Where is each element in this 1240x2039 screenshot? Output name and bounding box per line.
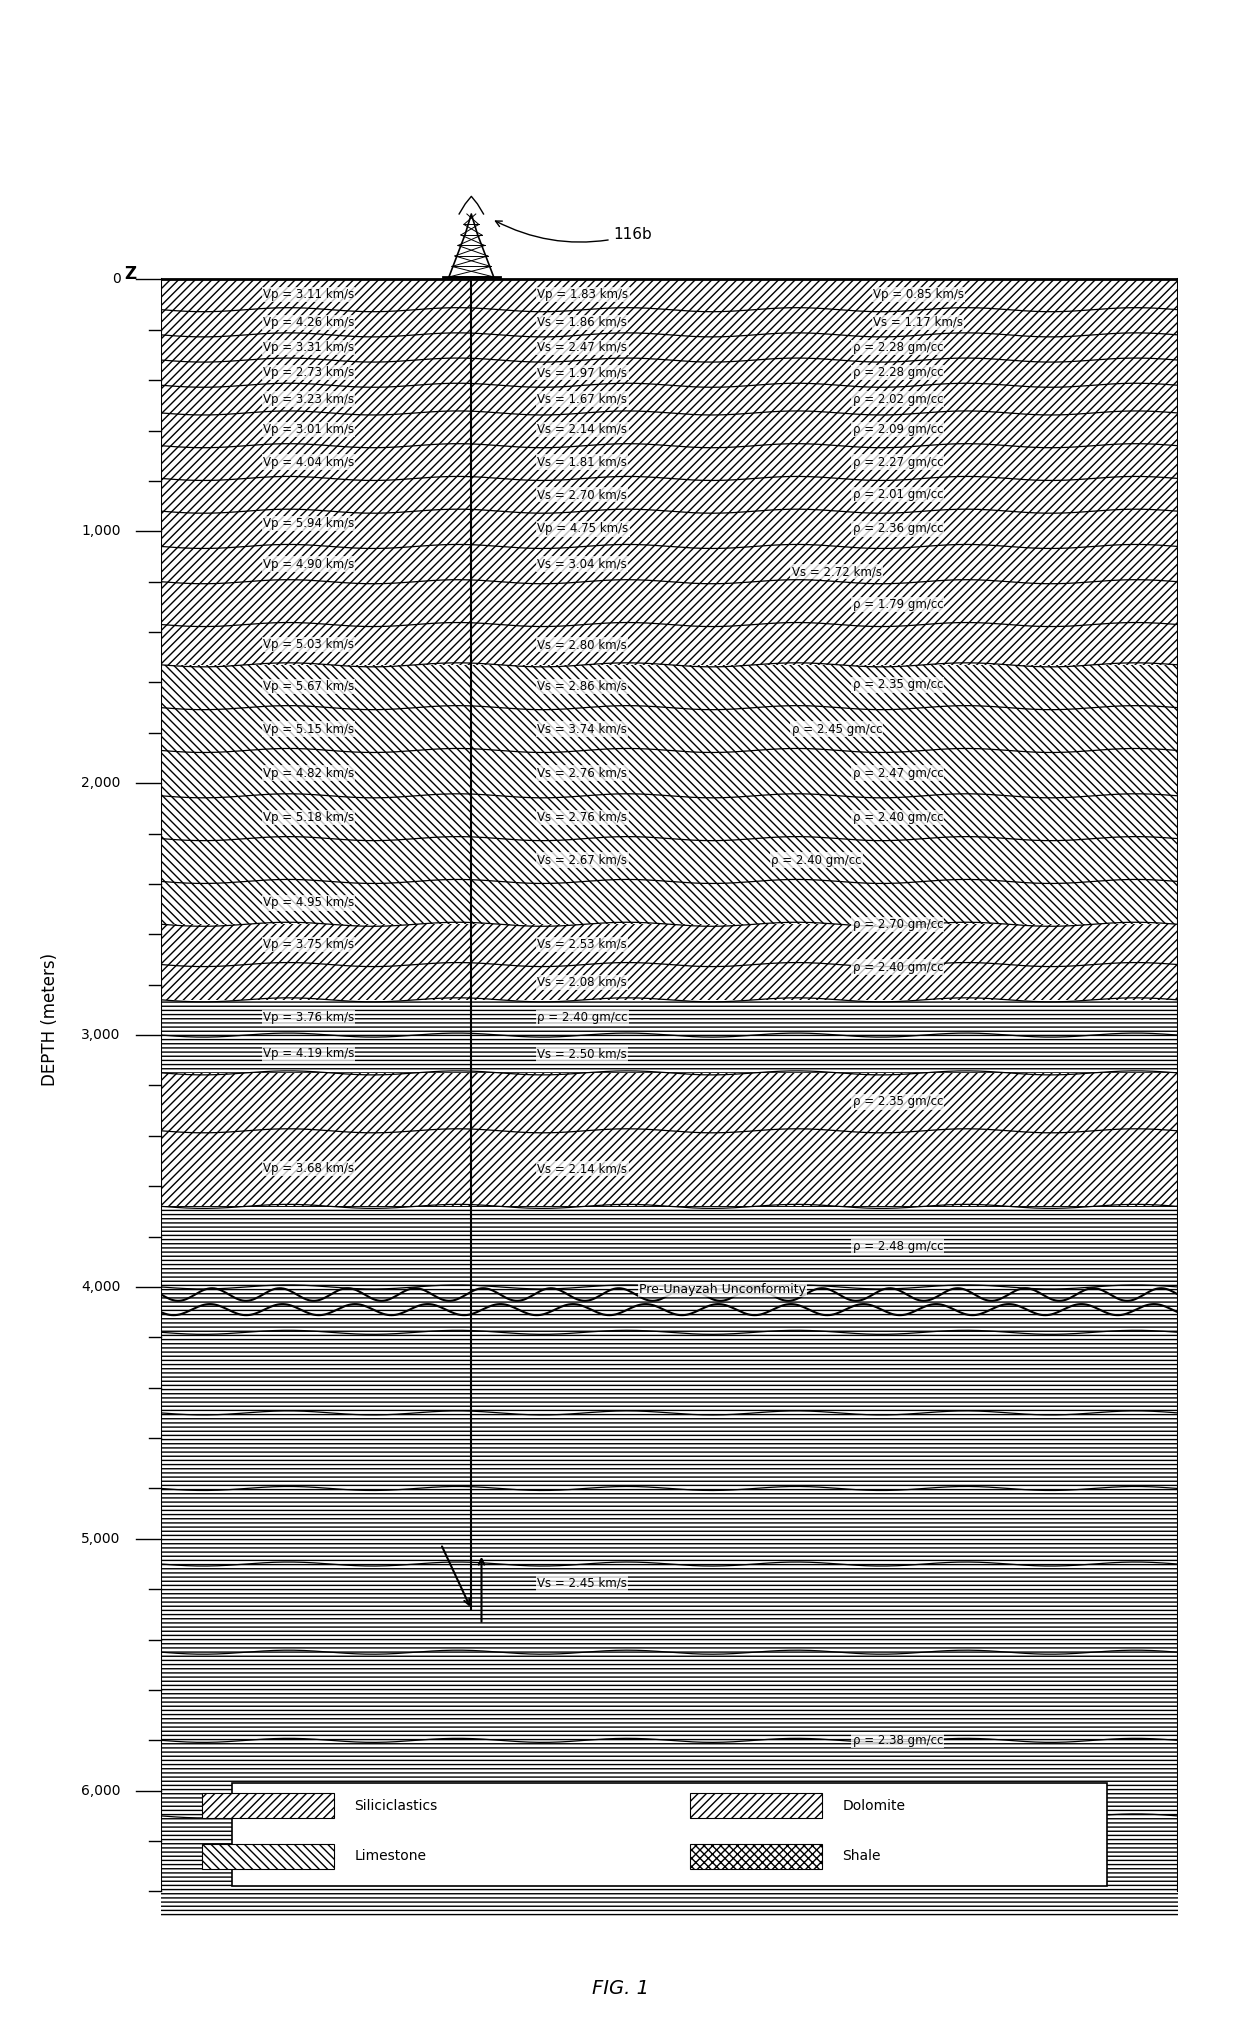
Text: ρ = 2.40 gm/cc: ρ = 2.40 gm/cc	[853, 812, 944, 824]
Text: Vp = 3.68 km/s: Vp = 3.68 km/s	[263, 1162, 353, 1174]
Text: Vs = 2.76 km/s: Vs = 2.76 km/s	[537, 812, 627, 824]
Text: ρ = 2.40 gm/cc: ρ = 2.40 gm/cc	[771, 854, 862, 867]
Text: FIG. 1: FIG. 1	[591, 1978, 649, 1998]
Text: Dolomite: Dolomite	[842, 1798, 905, 1813]
Text: ρ = 2.40 gm/cc: ρ = 2.40 gm/cc	[537, 1011, 627, 1024]
Text: ρ = 2.47 gm/cc: ρ = 2.47 gm/cc	[853, 767, 944, 779]
Text: ρ = 2.40 gm/cc: ρ = 2.40 gm/cc	[853, 960, 944, 973]
Text: 116b: 116b	[496, 220, 652, 243]
Text: Pre-Unayzah Unconformity: Pre-Unayzah Unconformity	[639, 1283, 806, 1297]
Text: ρ = 2.35 gm/cc: ρ = 2.35 gm/cc	[853, 1095, 942, 1109]
Text: ρ = 2.35 gm/cc: ρ = 2.35 gm/cc	[853, 679, 942, 691]
Text: Vp = 3.01 km/s: Vp = 3.01 km/s	[263, 422, 353, 436]
Text: ρ = 2.28 gm/cc: ρ = 2.28 gm/cc	[853, 341, 944, 355]
Text: Vs = 2.67 km/s: Vs = 2.67 km/s	[537, 854, 627, 867]
Text: ρ = 2.27 gm/cc: ρ = 2.27 gm/cc	[853, 455, 944, 469]
Text: Vp = 5.15 km/s: Vp = 5.15 km/s	[263, 722, 353, 736]
Text: Vs = 2.86 km/s: Vs = 2.86 km/s	[537, 679, 627, 693]
Text: Vp = 3.31 km/s: Vp = 3.31 km/s	[263, 341, 353, 355]
Text: Vs = 2.50 km/s: Vs = 2.50 km/s	[537, 1048, 627, 1060]
Text: 1,000: 1,000	[81, 524, 120, 538]
Text: Vp = 4.82 km/s: Vp = 4.82 km/s	[263, 767, 355, 779]
Text: Vp = 1.83 km/s: Vp = 1.83 km/s	[537, 287, 629, 302]
Text: Vp = 4.75 km/s: Vp = 4.75 km/s	[537, 522, 629, 536]
Text: Vp = 5.94 km/s: Vp = 5.94 km/s	[263, 518, 355, 530]
Text: Vs = 1.97 km/s: Vs = 1.97 km/s	[537, 367, 627, 379]
Bar	[202, 1843, 334, 1870]
Text: ρ = 2.36 gm/cc: ρ = 2.36 gm/cc	[853, 522, 944, 536]
Text: Vp = 4.26 km/s: Vp = 4.26 km/s	[263, 316, 355, 328]
Text: Vs = 2.80 km/s: Vs = 2.80 km/s	[537, 638, 627, 650]
Text: 4,000: 4,000	[81, 1280, 120, 1295]
Text: Vp = 4.19 km/s: Vp = 4.19 km/s	[263, 1048, 355, 1060]
Text: 3,000: 3,000	[81, 1028, 120, 1042]
Text: Vs = 2.08 km/s: Vs = 2.08 km/s	[537, 977, 627, 989]
Text: Vs = 3.04 km/s: Vs = 3.04 km/s	[537, 557, 627, 571]
Text: ρ = 2.70 gm/cc: ρ = 2.70 gm/cc	[853, 918, 944, 930]
Text: Vp = 4.04 km/s: Vp = 4.04 km/s	[263, 455, 355, 469]
Bar	[232, 1784, 1107, 1886]
Text: Siliciclastics: Siliciclastics	[355, 1798, 438, 1813]
Text: Vs = 3.74 km/s: Vs = 3.74 km/s	[537, 722, 627, 736]
Text: Vs = 2.14 km/s: Vs = 2.14 km/s	[537, 422, 627, 436]
Text: ρ = 2.48 gm/cc: ρ = 2.48 gm/cc	[853, 1240, 944, 1254]
Text: 5,000: 5,000	[81, 1531, 120, 1546]
Text: ρ = 2.45 gm/cc: ρ = 2.45 gm/cc	[791, 722, 882, 736]
Text: Vp = 0.85 km/s: Vp = 0.85 km/s	[873, 287, 963, 302]
Text: Vs = 1.67 km/s: Vs = 1.67 km/s	[537, 394, 627, 406]
Text: 2,000: 2,000	[81, 777, 120, 791]
Text: Vs = 2.70 km/s: Vs = 2.70 km/s	[537, 487, 627, 502]
Text: Vp = 3.75 km/s: Vp = 3.75 km/s	[263, 938, 353, 950]
Text: Vp = 3.23 km/s: Vp = 3.23 km/s	[263, 394, 353, 406]
Text: DEPTH (meters): DEPTH (meters)	[41, 952, 58, 1087]
Bar	[689, 1792, 822, 1819]
Text: Vs = 2.72 km/s: Vs = 2.72 km/s	[791, 565, 882, 579]
Text: ρ = 2.38 gm/cc: ρ = 2.38 gm/cc	[853, 1733, 942, 1747]
Text: Vs = 2.14 km/s: Vs = 2.14 km/s	[537, 1162, 627, 1174]
Text: Vs = 2.45 km/s: Vs = 2.45 km/s	[537, 1576, 627, 1590]
Text: Vs = 2.47 km/s: Vs = 2.47 km/s	[537, 341, 627, 355]
Text: Shale: Shale	[842, 1849, 880, 1864]
Text: ρ = 2.02 gm/cc: ρ = 2.02 gm/cc	[853, 394, 944, 406]
Text: ρ = 2.28 gm/cc: ρ = 2.28 gm/cc	[853, 367, 944, 379]
Text: 0: 0	[112, 273, 120, 285]
Text: Vp = 5.67 km/s: Vp = 5.67 km/s	[263, 679, 355, 693]
Text: Vs = 2.53 km/s: Vs = 2.53 km/s	[537, 938, 627, 950]
Text: Vp = 4.90 km/s: Vp = 4.90 km/s	[263, 557, 355, 571]
Text: Vp = 5.18 km/s: Vp = 5.18 km/s	[263, 812, 353, 824]
Text: 6,000: 6,000	[81, 1784, 120, 1798]
Text: Z: Z	[125, 265, 136, 283]
Bar	[202, 1792, 334, 1819]
Text: ρ = 2.09 gm/cc: ρ = 2.09 gm/cc	[853, 422, 944, 436]
Text: Limestone: Limestone	[355, 1849, 427, 1864]
Text: Vs = 1.86 km/s: Vs = 1.86 km/s	[537, 316, 627, 328]
Bar	[689, 1843, 822, 1870]
Text: Vs = 1.81 km/s: Vs = 1.81 km/s	[537, 455, 627, 469]
Text: ρ = 1.79 gm/cc: ρ = 1.79 gm/cc	[853, 597, 944, 612]
Text: Vp = 3.76 km/s: Vp = 3.76 km/s	[263, 1011, 355, 1024]
Text: Vp = 3.11 km/s: Vp = 3.11 km/s	[263, 287, 355, 302]
Text: Vp = 4.95 km/s: Vp = 4.95 km/s	[263, 897, 355, 909]
Text: Vp = 5.03 km/s: Vp = 5.03 km/s	[263, 638, 353, 650]
Text: Vs = 1.17 km/s: Vs = 1.17 km/s	[873, 316, 963, 328]
Text: ρ = 2.01 gm/cc: ρ = 2.01 gm/cc	[853, 487, 944, 502]
Text: Vp = 2.73 km/s: Vp = 2.73 km/s	[263, 367, 355, 379]
Text: Vs = 2.76 km/s: Vs = 2.76 km/s	[537, 767, 627, 779]
